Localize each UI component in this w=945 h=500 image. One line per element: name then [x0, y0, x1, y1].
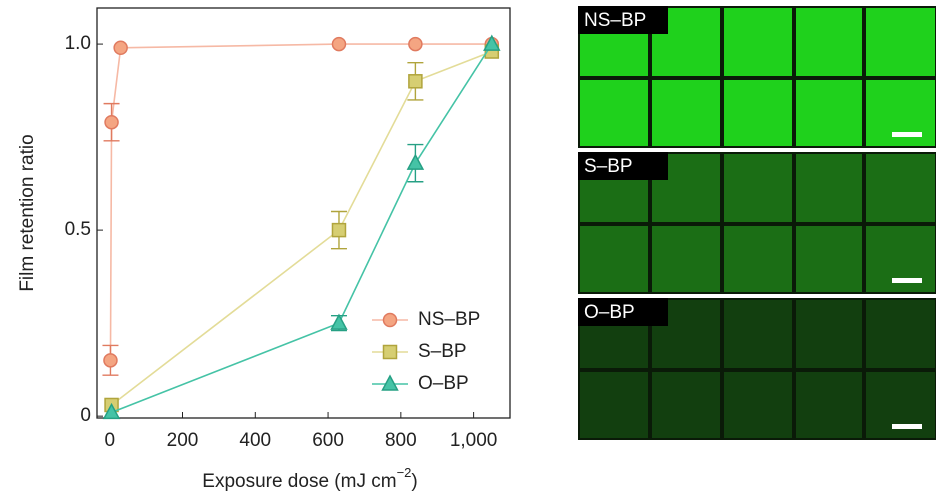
- data-point: [102, 402, 121, 420]
- x-tick-label: 200: [167, 430, 199, 451]
- x-tick-label: 800: [385, 430, 417, 451]
- pattern-square: [796, 154, 862, 222]
- pattern-square: [866, 8, 935, 76]
- legend-label: O–BP: [418, 373, 469, 394]
- panel-label: O–BP: [584, 302, 635, 323]
- y-tick-label: 1.0: [65, 33, 91, 54]
- panel-label: S–BP: [584, 156, 633, 177]
- label-bg: [578, 152, 668, 180]
- data-point: [408, 36, 423, 52]
- micrograph: NS–BP: [578, 6, 936, 148]
- series-line: [111, 50, 493, 406]
- data-point: [104, 114, 119, 130]
- pattern-square: [580, 226, 648, 292]
- legend-label: NS–BP: [418, 309, 480, 330]
- pattern-square: [796, 300, 862, 368]
- x-label-end: ): [411, 471, 417, 492]
- micrograph: S–BP: [578, 152, 936, 294]
- pattern-square: [652, 80, 720, 146]
- pattern-square: [652, 226, 720, 292]
- x-tick-label: 600: [312, 430, 344, 451]
- data-point: [113, 40, 128, 56]
- data-point: [330, 313, 348, 330]
- panel-label: NS–BP: [584, 10, 646, 31]
- x-tick-label: 0: [104, 430, 115, 451]
- pattern-square: [866, 300, 935, 368]
- label-bg: [578, 298, 668, 326]
- pattern-square: [724, 372, 792, 438]
- data-point: [408, 74, 423, 89]
- x-label-sup: −2: [397, 465, 412, 480]
- x-axis-label: Exposure dose (mJ cm−2): [202, 465, 417, 492]
- scale-bar: [892, 424, 922, 429]
- x-label-text: Exposure dose (mJ cm: [202, 471, 396, 492]
- pattern-square: [580, 80, 648, 146]
- pattern-square: [796, 226, 862, 292]
- pattern-square: [724, 226, 792, 292]
- label-bg: [578, 6, 668, 34]
- y-tick-label: 0: [80, 405, 91, 426]
- micrograph: O–BP: [578, 298, 936, 440]
- legend-label: S–BP: [418, 341, 467, 362]
- pattern-square: [724, 80, 792, 146]
- pattern-square: [652, 372, 720, 438]
- series-line: [111, 43, 493, 414]
- pattern-square: [866, 154, 935, 222]
- x-tick-label: 1,000: [450, 430, 498, 451]
- data-point: [103, 353, 118, 368]
- pattern-square: [580, 372, 648, 438]
- data-point: [331, 222, 347, 238]
- legend-marker: [382, 344, 398, 360]
- y-tick-label: 0.5: [65, 219, 91, 240]
- data-point: [331, 36, 347, 52]
- data-point: [483, 34, 501, 51]
- x-tick-label: 400: [239, 430, 271, 451]
- legend-marker: [382, 312, 398, 328]
- pattern-square: [796, 8, 862, 76]
- data-point: [406, 153, 425, 170]
- pattern-square: [724, 154, 792, 222]
- pattern-square: [724, 8, 792, 76]
- y-axis-label: Film retention ratio: [17, 134, 38, 291]
- series-line: [109, 43, 492, 361]
- scale-bar: [892, 132, 922, 137]
- pattern-square: [796, 80, 862, 146]
- scale-bar: [892, 278, 922, 283]
- plot-frame: [96, 7, 511, 419]
- pattern-square: [724, 300, 792, 368]
- pattern-square: [796, 372, 862, 438]
- legend-marker: [381, 374, 399, 391]
